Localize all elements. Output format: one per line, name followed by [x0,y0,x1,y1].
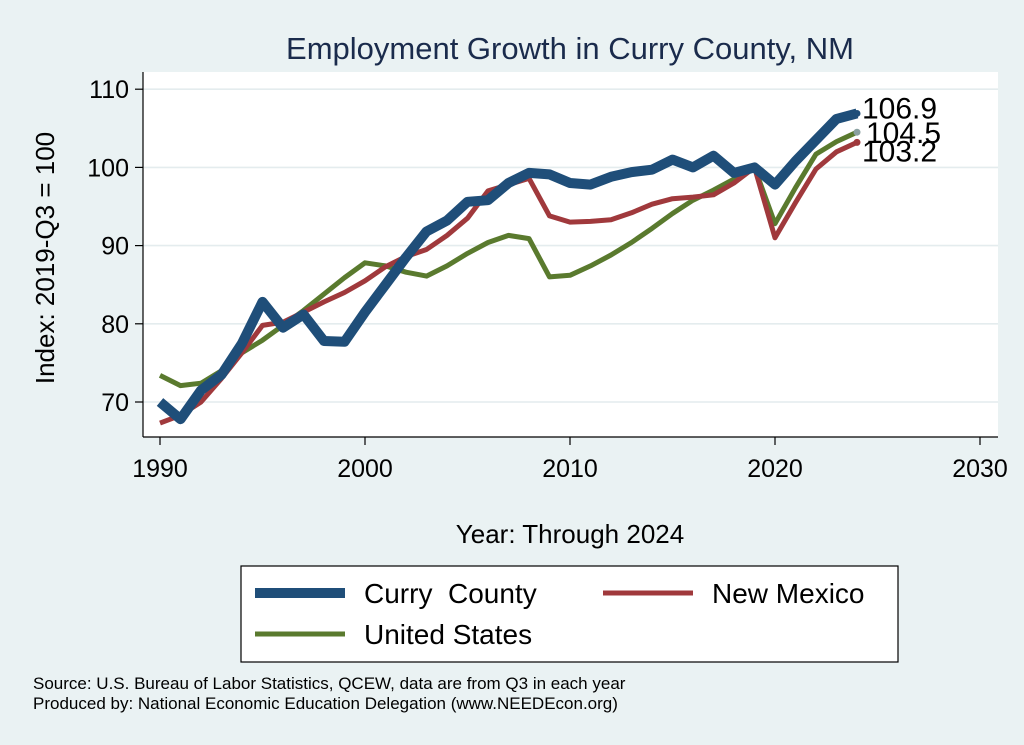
legend-box [240,565,899,663]
y-axis-title: Index: 2019-Q3 = 100 [30,132,60,384]
producer-note: Produced by: National Economic Education… [33,694,618,713]
source-note: Source: U.S. Bureau of Labor Statistics,… [33,674,626,693]
series-lines [156,108,859,426]
legend-label-curry-county: Curry County [364,578,537,609]
legend-label-united-states: United States [364,619,532,650]
series-line-curry-county [156,108,859,425]
x-tick-label: 2020 [747,455,803,483]
end-value-label: 106.9 [862,92,937,125]
end-marker [853,109,861,117]
y-tick-label: 80 [101,311,129,339]
y-tick-label: 70 [101,389,129,417]
y-tick-label: 90 [101,233,129,261]
legend-label-new-mexico: New Mexico [712,578,864,609]
end-value-label: 103.2 [862,135,937,168]
x-tick-label: 2010 [542,455,598,483]
y-tick-label: 100 [87,154,129,182]
y-tick-label: 110 [89,76,129,104]
x-tick-label: 2030 [952,455,1008,483]
axes: 70 80 90 100 110 1990 2000 2010 2020 2030 [87,72,1008,483]
x-tick-label: 1990 [132,455,188,483]
end-value-label: 104.5 [866,117,941,150]
legend: Curry County New Mexico United States [240,565,899,663]
x-tick-label: 2000 [337,455,393,483]
end-marker [853,128,861,136]
chart-title: Employment Growth in Curry County, NM [286,31,854,66]
end-marker [853,138,861,146]
x-axis-title: Year: Through 2024 [456,519,684,549]
